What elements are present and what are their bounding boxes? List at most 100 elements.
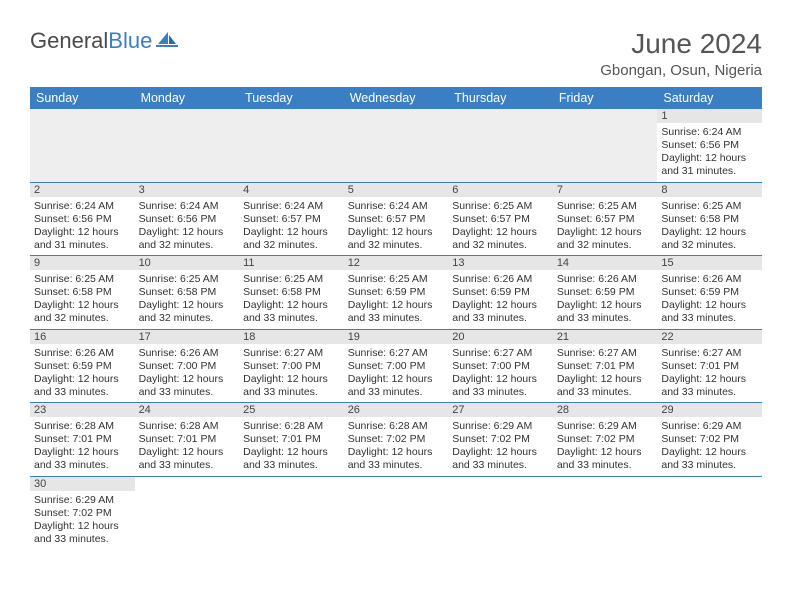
- day-number: 26: [344, 403, 449, 417]
- day-number: 19: [344, 330, 449, 344]
- day-details: Sunrise: 6:24 AMSunset: 6:57 PMDaylight:…: [344, 198, 449, 256]
- day-cell: 29Sunrise: 6:29 AMSunset: 7:02 PMDayligh…: [657, 403, 762, 477]
- empty-cell: [448, 109, 553, 182]
- calendar-table: SundayMondayTuesdayWednesdayThursdayFrid…: [30, 87, 762, 549]
- day-details: Sunrise: 6:26 AMSunset: 6:59 PMDaylight:…: [448, 271, 553, 329]
- sunset-line: Sunset: 6:58 PM: [139, 286, 236, 299]
- location-subtitle: Gbongan, Osun, Nigeria: [600, 62, 762, 79]
- day-number: 10: [135, 256, 240, 270]
- sunset-line: Sunset: 7:00 PM: [139, 360, 236, 373]
- sunrise-line: Sunrise: 6:25 AM: [348, 273, 445, 286]
- daylight-line: Daylight: 12 hours and 33 minutes.: [661, 446, 758, 472]
- daylight-line: Daylight: 12 hours and 33 minutes.: [243, 299, 340, 325]
- daylight-line: Daylight: 12 hours and 31 minutes.: [661, 152, 758, 178]
- empty-cell: [135, 109, 240, 182]
- sunrise-line: Sunrise: 6:27 AM: [243, 347, 340, 360]
- day-cell: 12Sunrise: 6:25 AMSunset: 6:59 PMDayligh…: [344, 256, 449, 330]
- day-number: 16: [30, 330, 135, 344]
- day-details: Sunrise: 6:26 AMSunset: 7:00 PMDaylight:…: [135, 345, 240, 403]
- daylight-line: Daylight: 12 hours and 31 minutes.: [34, 226, 131, 252]
- daylight-line: Daylight: 12 hours and 32 minutes.: [243, 226, 340, 252]
- daylight-line: Daylight: 12 hours and 33 minutes.: [452, 299, 549, 325]
- daylight-line: Daylight: 12 hours and 33 minutes.: [34, 520, 131, 546]
- day-details: Sunrise: 6:24 AMSunset: 6:57 PMDaylight:…: [239, 198, 344, 256]
- calendar-body: 1 Sunrise: 6:24 AMSunset: 6:56 PMDaylight…: [30, 109, 762, 549]
- weekday-header: Sunday: [30, 87, 135, 109]
- sunset-line: Sunset: 7:02 PM: [348, 433, 445, 446]
- day-details: Sunrise: 6:24 AMSunset: 6:56 PMDaylight:…: [30, 198, 135, 256]
- day-number: 4: [239, 183, 344, 197]
- daylight-line: Daylight: 12 hours and 33 minutes.: [348, 373, 445, 399]
- logo-sail-icon: [156, 28, 178, 54]
- sunrise-line: Sunrise: 6:26 AM: [34, 347, 131, 360]
- sunrise-line: Sunrise: 6:27 AM: [452, 347, 549, 360]
- sunset-line: Sunset: 6:59 PM: [452, 286, 549, 299]
- sunset-line: Sunset: 7:00 PM: [452, 360, 549, 373]
- day-details: Sunrise: 6:29 AMSunset: 7:02 PMDaylight:…: [553, 418, 658, 476]
- sunrise-line: Sunrise: 6:29 AM: [452, 420, 549, 433]
- day-details: Sunrise: 6:29 AMSunset: 7:02 PMDaylight:…: [30, 492, 135, 550]
- sunset-line: Sunset: 7:00 PM: [243, 360, 340, 373]
- day-cell: 10Sunrise: 6:25 AMSunset: 6:58 PMDayligh…: [135, 256, 240, 330]
- sunset-line: Sunset: 6:57 PM: [557, 213, 654, 226]
- sunset-line: Sunset: 7:01 PM: [557, 360, 654, 373]
- daylight-line: Daylight: 12 hours and 33 minutes.: [661, 373, 758, 399]
- day-number: 1: [657, 109, 762, 123]
- sunrise-line: Sunrise: 6:26 AM: [557, 273, 654, 286]
- daylight-line: Daylight: 12 hours and 33 minutes.: [243, 446, 340, 472]
- sunrise-line: Sunrise: 6:24 AM: [661, 126, 758, 139]
- day-details: Sunrise: 6:28 AMSunset: 7:01 PMDaylight:…: [30, 418, 135, 476]
- daylight-line: Daylight: 12 hours and 33 minutes.: [452, 446, 549, 472]
- weekday-header: Wednesday: [344, 87, 449, 109]
- day-details: Sunrise: 6:25 AMSunset: 6:58 PMDaylight:…: [135, 271, 240, 329]
- day-details: Sunrise: 6:27 AMSunset: 7:00 PMDaylight:…: [448, 345, 553, 403]
- logo-text-general: General: [30, 28, 108, 54]
- day-details: Sunrise: 6:25 AMSunset: 6:57 PMDaylight:…: [448, 198, 553, 256]
- sunrise-line: Sunrise: 6:29 AM: [34, 494, 131, 507]
- day-number: 30: [30, 477, 135, 491]
- sunrise-line: Sunrise: 6:24 AM: [243, 200, 340, 213]
- day-cell: 3Sunrise: 6:24 AMSunset: 6:56 PMDaylight…: [135, 182, 240, 256]
- sunrise-line: Sunrise: 6:29 AM: [661, 420, 758, 433]
- day-number: 5: [344, 183, 449, 197]
- day-number: 9: [30, 256, 135, 270]
- day-number: 24: [135, 403, 240, 417]
- sunrise-line: Sunrise: 6:25 AM: [661, 200, 758, 213]
- sunset-line: Sunset: 6:57 PM: [452, 213, 549, 226]
- sunset-line: Sunset: 6:58 PM: [661, 213, 758, 226]
- weekday-header: Tuesday: [239, 87, 344, 109]
- day-cell: 8Sunrise: 6:25 AMSunset: 6:58 PMDaylight…: [657, 182, 762, 256]
- day-cell: 11Sunrise: 6:25 AMSunset: 6:58 PMDayligh…: [239, 256, 344, 330]
- day-number: 29: [657, 403, 762, 417]
- weekday-header-row: SundayMondayTuesdayWednesdayThursdayFrid…: [30, 87, 762, 109]
- sunrise-line: Sunrise: 6:28 AM: [243, 420, 340, 433]
- day-cell: 2Sunrise: 6:24 AMSunset: 6:56 PMDaylight…: [30, 182, 135, 256]
- day-cell: 14Sunrise: 6:26 AMSunset: 6:59 PMDayligh…: [553, 256, 658, 330]
- day-details: Sunrise: 6:25 AMSunset: 6:59 PMDaylight:…: [344, 271, 449, 329]
- day-number: 8: [657, 183, 762, 197]
- day-number: 22: [657, 330, 762, 344]
- calendar-row: 23Sunrise: 6:28 AMSunset: 7:01 PMDayligh…: [30, 403, 762, 477]
- empty-cell: [239, 109, 344, 182]
- sunset-line: Sunset: 6:59 PM: [557, 286, 654, 299]
- empty-cell: [657, 476, 762, 549]
- sunset-line: Sunset: 6:57 PM: [348, 213, 445, 226]
- sunrise-line: Sunrise: 6:25 AM: [34, 273, 131, 286]
- day-details: Sunrise: 6:27 AMSunset: 7:00 PMDaylight:…: [344, 345, 449, 403]
- day-cell: 9Sunrise: 6:25 AMSunset: 6:58 PMDaylight…: [30, 256, 135, 330]
- day-number: 7: [553, 183, 658, 197]
- daylight-line: Daylight: 12 hours and 32 minutes.: [452, 226, 549, 252]
- empty-cell: [239, 476, 344, 549]
- day-details: Sunrise: 6:27 AMSunset: 7:01 PMDaylight:…: [553, 345, 658, 403]
- day-details: Sunrise: 6:25 AMSunset: 6:57 PMDaylight:…: [553, 198, 658, 256]
- daylight-line: Daylight: 12 hours and 33 minutes.: [661, 299, 758, 325]
- daylight-line: Daylight: 12 hours and 33 minutes.: [348, 446, 445, 472]
- day-cell: 5Sunrise: 6:24 AMSunset: 6:57 PMDaylight…: [344, 182, 449, 256]
- logo: GeneralBlue: [30, 28, 178, 54]
- day-number: 6: [448, 183, 553, 197]
- day-details: Sunrise: 6:25 AMSunset: 6:58 PMDaylight:…: [657, 198, 762, 256]
- day-cell: 13Sunrise: 6:26 AMSunset: 6:59 PMDayligh…: [448, 256, 553, 330]
- daylight-line: Daylight: 12 hours and 33 minutes.: [557, 446, 654, 472]
- empty-cell: [553, 476, 658, 549]
- daylight-line: Daylight: 12 hours and 32 minutes.: [557, 226, 654, 252]
